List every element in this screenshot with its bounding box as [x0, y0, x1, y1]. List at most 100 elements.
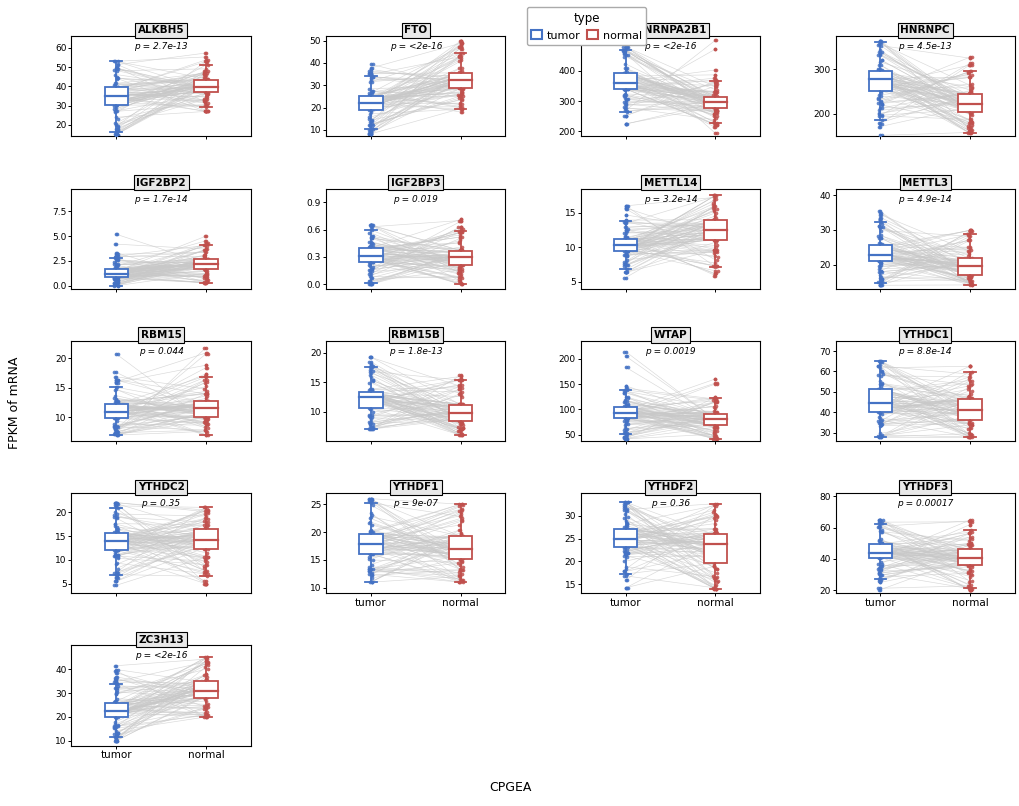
Point [872, 246, 889, 259]
Point [198, 417, 214, 430]
Point [106, 579, 122, 592]
Point [453, 530, 470, 543]
Point [961, 546, 977, 559]
Point [200, 688, 216, 701]
Point [197, 243, 213, 256]
Point [108, 536, 124, 549]
Point [362, 107, 378, 120]
Point [706, 264, 722, 277]
Point [707, 499, 723, 512]
Point [451, 256, 468, 269]
Point [106, 705, 122, 718]
Point [616, 84, 633, 97]
Point [107, 401, 123, 414]
Point [453, 256, 470, 269]
Point [618, 82, 634, 95]
Point [871, 543, 888, 556]
Point [615, 74, 632, 87]
Point [871, 251, 888, 264]
Point [199, 401, 215, 414]
Point [198, 101, 214, 114]
Point [706, 267, 722, 280]
FancyBboxPatch shape [703, 413, 727, 425]
Point [196, 401, 212, 413]
Point [108, 675, 124, 688]
Point [363, 506, 379, 519]
Point [451, 271, 468, 284]
Point [871, 274, 888, 287]
Point [106, 720, 122, 733]
Point [363, 103, 379, 116]
Point [362, 98, 378, 111]
Point [108, 671, 124, 684]
Point [450, 408, 467, 421]
Point [365, 548, 381, 561]
Point [364, 75, 380, 88]
Point [199, 105, 215, 118]
Point [108, 532, 124, 545]
Point [108, 541, 124, 554]
Point [705, 414, 721, 427]
Point [616, 76, 633, 89]
Point [198, 677, 214, 690]
Point [454, 422, 471, 434]
Point [197, 85, 213, 98]
Point [707, 579, 723, 592]
Point [108, 704, 124, 717]
Point [452, 247, 469, 260]
Point [619, 118, 635, 131]
Point [616, 402, 633, 415]
Point [198, 246, 214, 259]
Point [363, 95, 379, 108]
Point [619, 536, 635, 549]
Point [616, 537, 633, 550]
Point [616, 498, 633, 511]
Point [960, 255, 976, 268]
Point [450, 404, 467, 417]
Point [963, 559, 979, 571]
Point [197, 81, 213, 93]
Point [453, 530, 470, 542]
Point [616, 77, 633, 90]
Point [363, 538, 379, 551]
Point [453, 247, 470, 260]
Point [450, 383, 467, 396]
Point [960, 580, 976, 592]
Point [873, 97, 890, 110]
Point [959, 560, 975, 573]
Point [872, 550, 889, 563]
Point [362, 527, 378, 540]
Point [708, 118, 725, 131]
Point [619, 250, 635, 263]
Point [869, 80, 886, 93]
Point [365, 71, 381, 84]
Point [450, 383, 467, 396]
Point [616, 528, 633, 541]
Point [199, 67, 215, 80]
Point [869, 405, 886, 418]
Point [619, 244, 635, 257]
Point [109, 83, 125, 96]
Point [361, 388, 377, 401]
Point [196, 405, 212, 418]
Point [707, 393, 723, 405]
Point [363, 543, 379, 556]
Point [108, 734, 124, 747]
Point [363, 384, 379, 397]
Point [615, 407, 632, 420]
Point [107, 698, 123, 711]
Point [619, 76, 635, 89]
Point [453, 555, 470, 567]
Point [361, 98, 377, 110]
Point [706, 118, 722, 131]
Point [962, 265, 978, 278]
Point [708, 422, 725, 434]
Point [363, 68, 379, 81]
Point [873, 382, 890, 395]
Point [109, 543, 125, 556]
Point [962, 263, 978, 276]
Point [362, 251, 378, 264]
Point [198, 405, 214, 418]
Point [363, 218, 379, 231]
Point [362, 264, 378, 276]
